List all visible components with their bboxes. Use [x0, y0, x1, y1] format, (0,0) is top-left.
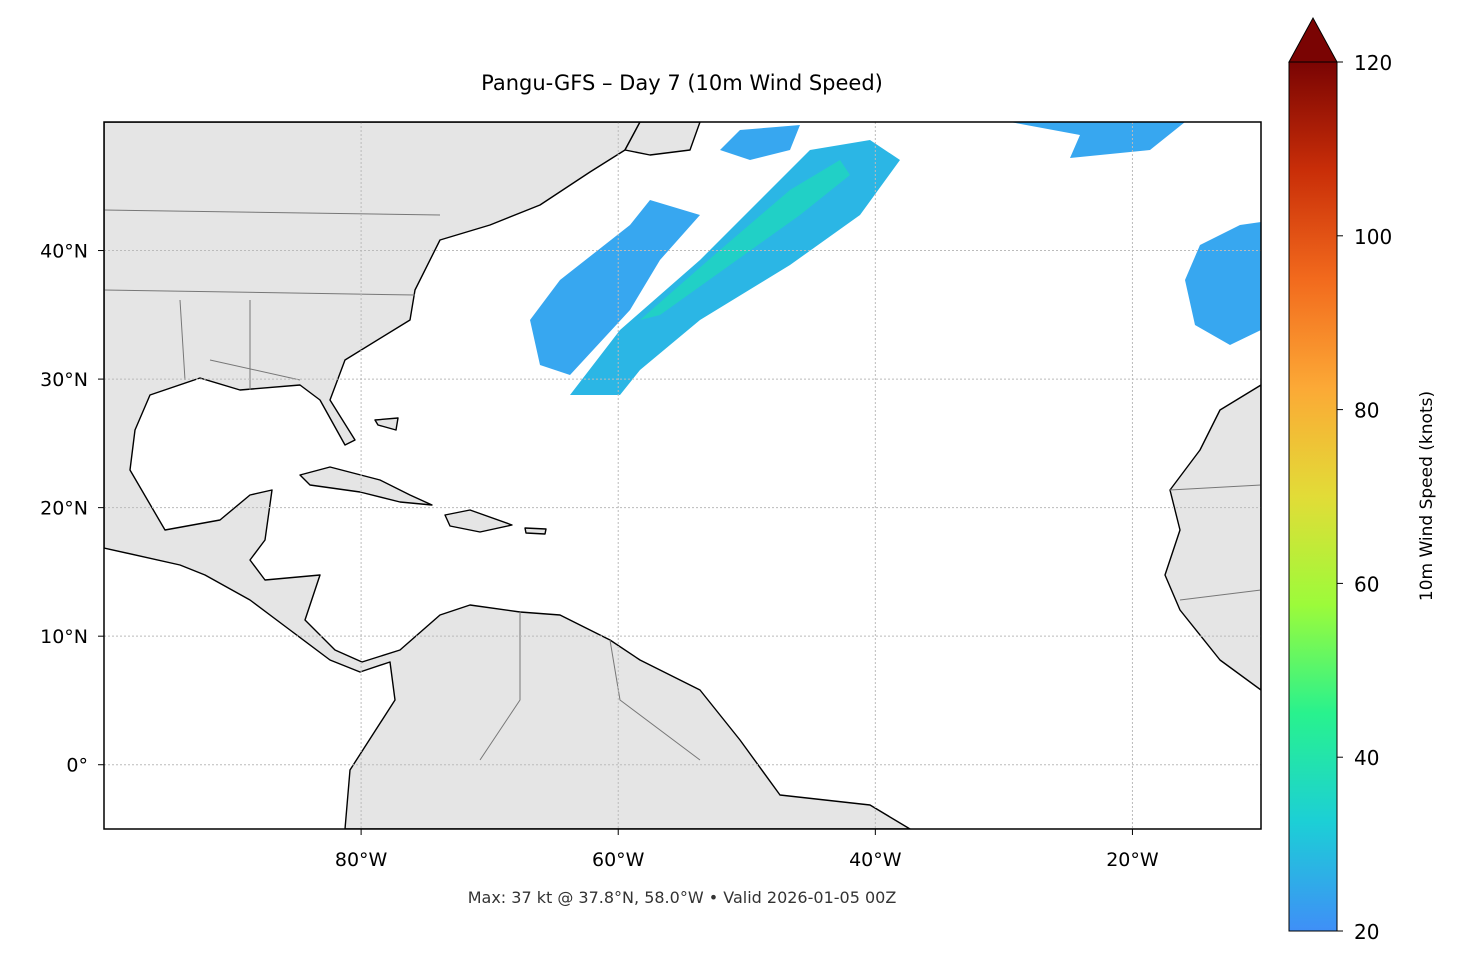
y-tick-label: 0°: [66, 755, 88, 777]
y-tick-label: 10°N: [40, 626, 88, 648]
greenland-canada-east: [624, 122, 701, 156]
colorbar-label: 10m Wind Speed (knots): [1417, 391, 1437, 601]
footer-note: Max: 37 kt @ 37.8°N, 58.0°W • Valid 2026…: [468, 888, 897, 907]
hispaniola: [444, 509, 513, 533]
y-tick-label: 30°N: [40, 369, 88, 391]
y-tick-label: 40°N: [40, 241, 88, 263]
x-tick-label: 60°W: [592, 849, 645, 871]
borders: [104, 209, 1261, 761]
cuba: [299, 466, 433, 506]
x-tick-label: 40°W: [849, 849, 902, 871]
colorbar-tick-label: 120: [1354, 51, 1392, 75]
colorbar-tick-label: 20: [1354, 920, 1379, 944]
colorbar-tick-label: 80: [1354, 399, 1379, 423]
grid: [104, 122, 1261, 829]
colorbar-tick-label: 40: [1354, 746, 1379, 770]
wind-swath: [720, 125, 800, 160]
x-tick-label: 80°W: [335, 849, 388, 871]
wind-swath: [1185, 222, 1261, 345]
colorbar-extend: [1288, 16, 1338, 63]
americas: [104, 122, 911, 829]
africa: [1164, 384, 1261, 691]
wind-swath: [530, 200, 700, 375]
wind-swaths: [530, 122, 1261, 395]
wind-swath-core: [640, 160, 850, 320]
plot-frame: [103, 121, 1262, 830]
chart-title: Pangu-GFS – Day 7 (10m Wind Speed): [481, 71, 883, 95]
x-tick-label: 20°W: [1106, 849, 1159, 871]
puerto-rico: [524, 527, 547, 535]
wind-swath: [1010, 122, 1185, 158]
colorbar: [1288, 61, 1338, 932]
colorbar-tick-label: 100: [1354, 225, 1392, 249]
colorbar-tick-label: 60: [1354, 572, 1379, 596]
y-tick-label: 20°N: [40, 498, 88, 520]
wind-swath: [570, 140, 900, 395]
map: [104, 122, 1261, 829]
bahamas: [374, 417, 399, 431]
